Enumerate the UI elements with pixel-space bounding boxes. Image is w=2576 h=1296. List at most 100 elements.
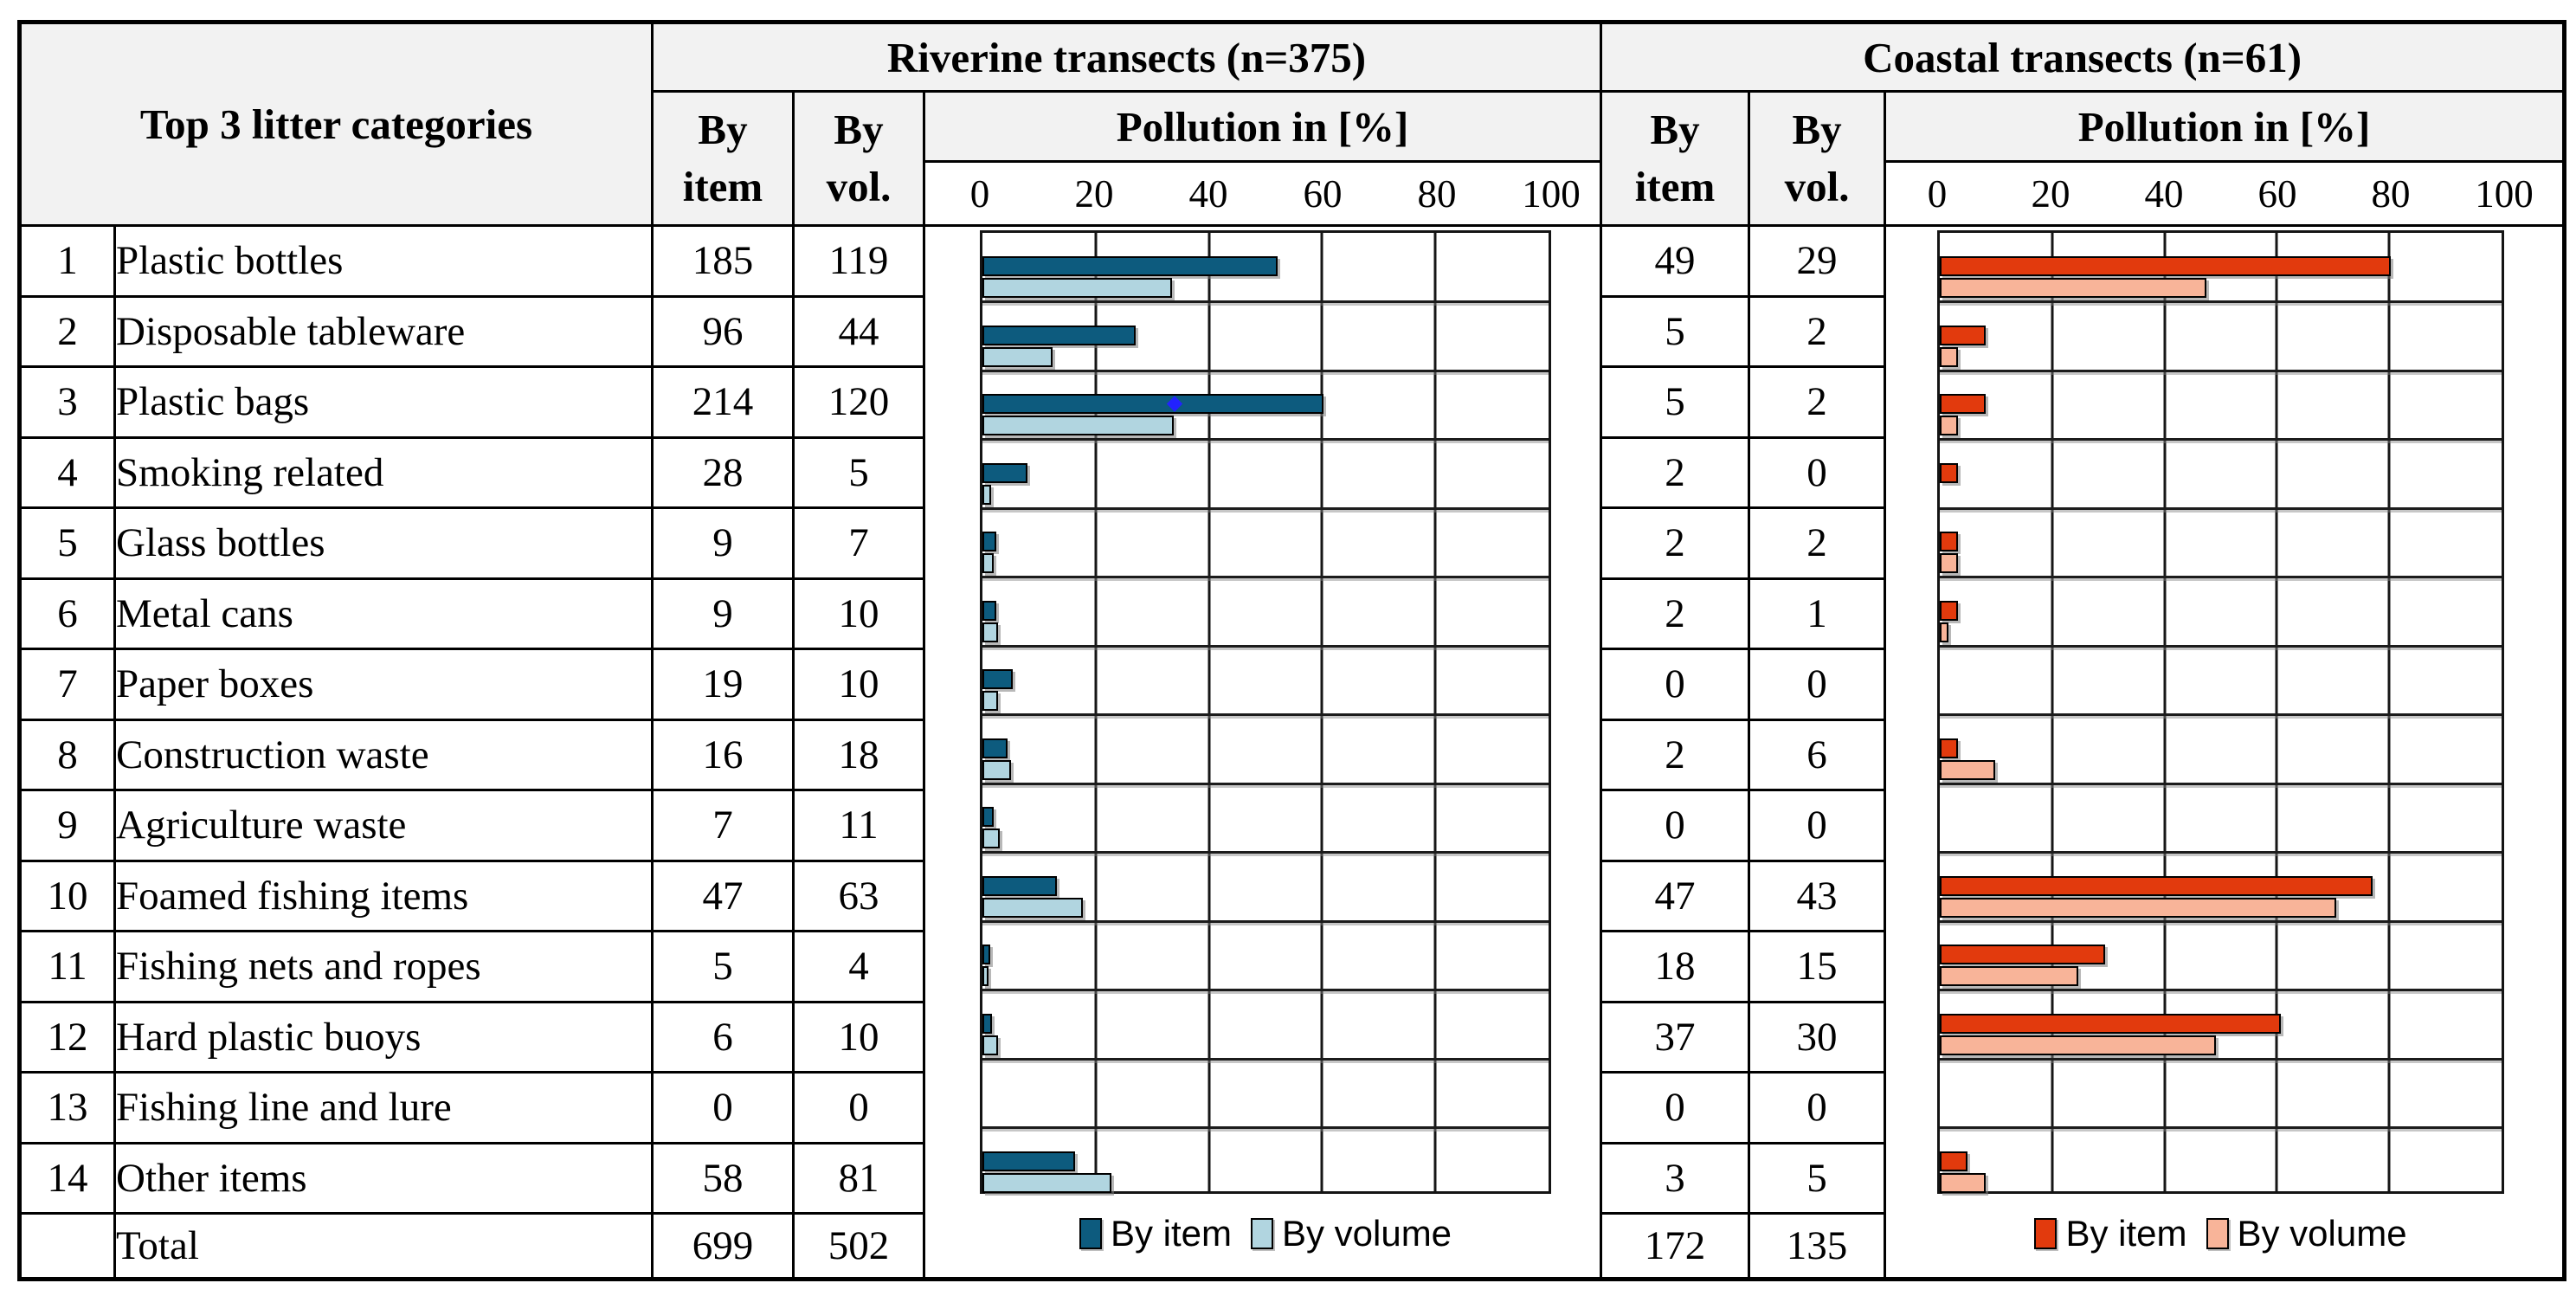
bar-by-item [982, 738, 1008, 758]
x-tick-label: 0 [1927, 171, 1948, 216]
bar-by-item [1940, 738, 1959, 758]
riverine-volume-count: 120 [792, 365, 925, 439]
bar-by-volume [982, 897, 1083, 918]
bar-by-item [1940, 325, 1987, 345]
coastal-item-count: 2 [1600, 435, 1751, 509]
riverine-volume-count: 81 [792, 1141, 925, 1215]
coastal-item-total: 172 [1600, 1212, 1751, 1280]
bar-by-item [1940, 256, 2392, 276]
legend-swatch-icon [1079, 1218, 1102, 1249]
rank-cell: 1 [18, 224, 116, 298]
bar-by-volume [1940, 759, 1995, 780]
chart-row [982, 440, 1549, 509]
bar-by-item [1940, 945, 2106, 964]
riverine-volume-total: 502 [792, 1212, 925, 1280]
riverine-section-title: Riverine transects (n=375) [650, 21, 1603, 93]
riverine-bar-chart: By item By volume [922, 224, 1603, 1280]
chart-row [1940, 440, 2502, 509]
rank-cell: 13 [18, 1071, 116, 1144]
riverine-plot-area [980, 230, 1551, 1194]
coastal-item-count: 2 [1600, 577, 1751, 650]
rank-cell: 5 [18, 506, 116, 580]
vertical-gridline [2387, 233, 2391, 1191]
horizontal-gridline [1940, 919, 2502, 923]
coastal-volume-count: 29 [1748, 224, 1887, 298]
coastal-pollution-label: Pollution in [%] [1887, 93, 2562, 163]
coastal-item-count: 49 [1600, 224, 1751, 298]
riverine-volume-count: 44 [792, 294, 925, 368]
bar-by-item [1940, 875, 2373, 896]
legend-label: By item [2065, 1213, 2187, 1254]
riverine-volume-count: 7 [792, 506, 925, 580]
bar-by-item [982, 669, 1014, 689]
horizontal-gridline [1940, 438, 2502, 441]
coastal-volume-count: 2 [1748, 365, 1887, 439]
bar-by-volume [982, 759, 1012, 780]
riverine-by-vol-header: By vol. [792, 90, 925, 227]
legend-entry: By volume [2206, 1213, 2407, 1254]
bar-by-volume [1940, 966, 2078, 986]
bar-by-volume [982, 966, 989, 986]
horizontal-gridline [982, 576, 1549, 578]
x-tick-label: 20 [2031, 171, 2070, 216]
vol-label: vol. [1784, 163, 1850, 210]
x-tick-label: 80 [1417, 171, 1457, 216]
chart-row [1940, 646, 2502, 715]
riverine-item-count: 47 [651, 859, 795, 932]
bar-by-volume [982, 829, 1001, 848]
bar-by-volume [982, 484, 992, 505]
table-row: 4 Smoking related 28 5 2 0 [18, 435, 2565, 509]
bar-by-item [1940, 532, 1959, 551]
category-cell: Fishing nets and ropes [113, 930, 654, 1003]
vertical-gridline [2163, 233, 2167, 1191]
bar-by-item [982, 875, 1058, 896]
bar-by-item [1940, 1151, 1967, 1171]
rank-cell: 10 [18, 859, 116, 932]
coastal-item-count: 47 [1600, 859, 1751, 932]
coastal-plot-area [1937, 230, 2505, 1194]
table-row: 14 Other items 58 81 3 5 [18, 1141, 2565, 1215]
bar-by-item [982, 1151, 1075, 1171]
category-cell: Plastic bags [113, 365, 654, 439]
riverine-volume-count: 10 [792, 648, 925, 721]
category-cell: Hard plastic buoys [113, 1000, 654, 1074]
bar-by-volume [1940, 553, 1959, 573]
chart-row [1940, 1059, 2502, 1128]
chart-row [982, 921, 1549, 990]
coastal-item-count: 2 [1600, 718, 1751, 791]
riverine-item-count: 5 [651, 930, 795, 1003]
bar-by-item [982, 1013, 993, 1034]
riverine-volume-count: 4 [792, 930, 925, 1003]
riverine-item-count: 185 [651, 224, 795, 298]
bar-by-item [982, 807, 995, 827]
table-row: 2 Disposable tableware 96 44 5 2 [18, 294, 2565, 368]
bar-by-item [1940, 1013, 2281, 1034]
chart-row [1940, 577, 2502, 647]
coastal-item-count: 5 [1600, 294, 1751, 368]
chart-row [982, 646, 1549, 715]
vertical-gridline [1320, 233, 1323, 1191]
category-cell: Smoking related [113, 435, 654, 509]
table-row: 6 Metal cans 9 10 2 1 [18, 577, 2565, 650]
bar-by-volume [982, 691, 999, 711]
chart-row [982, 508, 1549, 577]
chart-row [1940, 853, 2502, 922]
bar-by-item [982, 600, 997, 621]
table-row: 3 Plastic bags 214 120 5 2 [18, 365, 2565, 439]
rank-cell: 4 [18, 435, 116, 509]
category-cell: Foamed fishing items [113, 859, 654, 932]
x-tick-label: 0 [969, 171, 990, 216]
riverine-item-count: 0 [651, 1071, 795, 1144]
legend-swatch-icon [2206, 1218, 2229, 1249]
bar-by-volume [1940, 346, 1959, 367]
rank-cell [18, 1212, 116, 1280]
coastal-bar-chart: By item By volume [1884, 224, 2566, 1280]
riverine-item-count: 9 [651, 577, 795, 650]
by-label: By [1792, 105, 1842, 153]
horizontal-gridline [1940, 506, 2502, 510]
rank-cell: 6 [18, 577, 116, 650]
bar-by-item [1940, 600, 1959, 621]
table-row: 9 Agriculture waste 7 11 0 0 [18, 789, 2565, 862]
chart-row [1940, 715, 2502, 784]
riverine-volume-count: 119 [792, 224, 925, 298]
